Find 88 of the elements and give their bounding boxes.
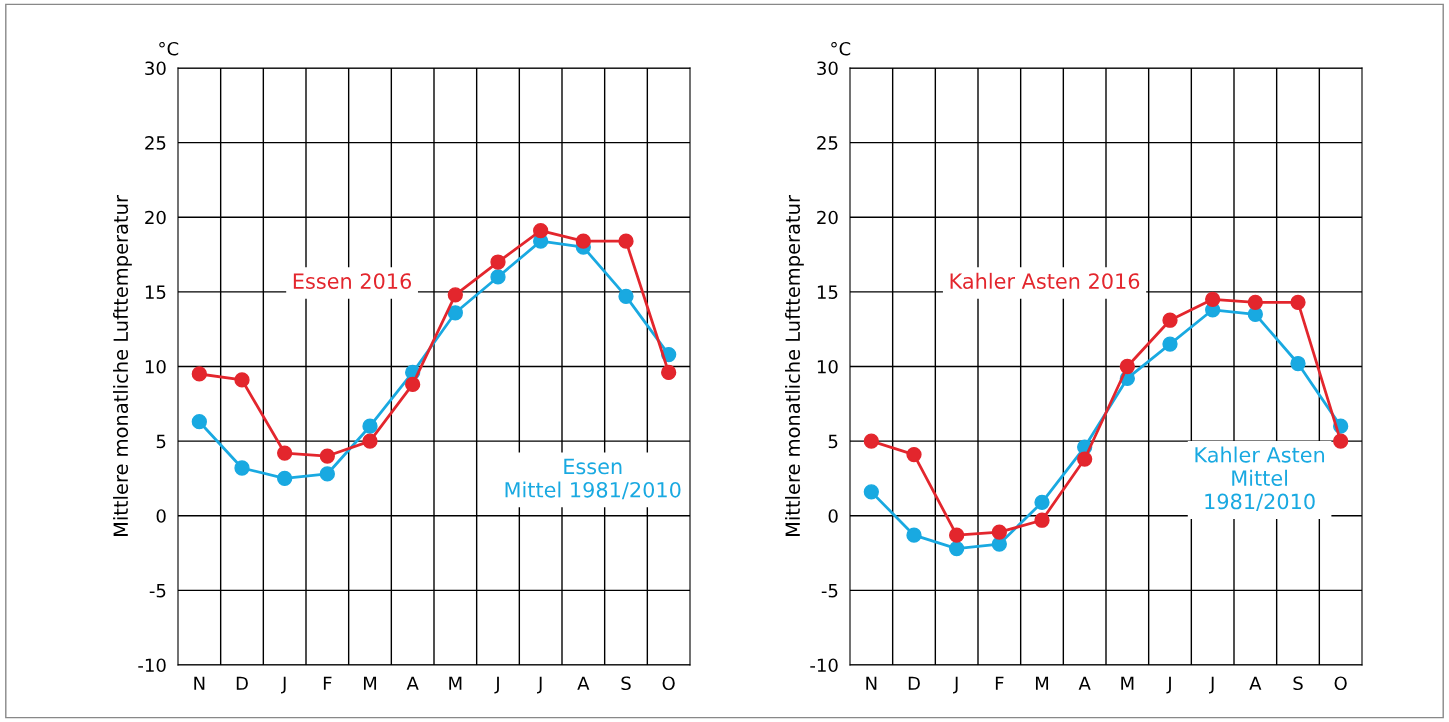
point <box>490 254 506 270</box>
point <box>1119 358 1135 375</box>
y-tick-label: -5 <box>821 584 838 598</box>
x-tick-label: D <box>236 676 248 690</box>
y-tick-label: -5 <box>149 584 166 598</box>
point <box>234 460 250 476</box>
point <box>863 433 879 449</box>
point <box>575 233 591 249</box>
x-tick-label: J <box>281 676 286 694</box>
series-label: Essen 2016 <box>293 273 412 289</box>
y-tick-label: 30 <box>817 61 838 76</box>
x-tick-label: S <box>621 676 631 691</box>
point <box>191 366 207 382</box>
y-tick-label: 25 <box>817 136 838 150</box>
point <box>906 446 922 463</box>
x-tick-label: O <box>1334 676 1347 691</box>
series-label: Kahler Asten Mittel 1981/2010 <box>1195 446 1325 511</box>
x-tick-label: J <box>494 676 499 694</box>
y-tick-label: 5 <box>156 434 166 449</box>
point <box>277 470 293 487</box>
y-tick-label: -10 <box>810 658 838 673</box>
y-tick-label: 0 <box>828 509 838 523</box>
x-tick-label: M <box>1121 676 1134 690</box>
x-tick-label: F <box>323 676 332 690</box>
point <box>191 414 207 430</box>
x-tick-label: S <box>1293 676 1303 691</box>
x-tick-label: J <box>1166 676 1171 694</box>
point <box>661 364 677 381</box>
x-tick-label: M <box>1035 676 1049 690</box>
point <box>1034 512 1050 528</box>
x-tick-label: D <box>908 676 920 690</box>
point <box>618 233 634 249</box>
point <box>863 484 879 500</box>
x-tick-label: M <box>363 676 377 690</box>
point <box>405 376 421 393</box>
point <box>949 527 965 543</box>
y-axis-title: Mittlere monatliche Lufttemperatur <box>785 195 804 536</box>
x-tick-label: M <box>449 676 462 690</box>
x-tick-label: A <box>1249 676 1262 690</box>
x-tick-label: F <box>995 676 1004 690</box>
point <box>1034 494 1050 510</box>
text: °C <box>159 41 179 56</box>
y-tick-label: 15 <box>145 285 166 299</box>
point <box>319 466 335 482</box>
y-tick-label: 30 <box>145 61 166 76</box>
x-tick-label: A <box>406 676 419 690</box>
point <box>1205 291 1221 307</box>
point <box>447 287 463 303</box>
x-tick-label: J <box>537 676 542 694</box>
y-tick-label: 5 <box>828 434 838 449</box>
point <box>1290 294 1306 310</box>
point <box>991 524 1007 540</box>
y-tick-label: 10 <box>145 359 166 374</box>
y-tick-label: -10 <box>138 658 166 673</box>
point <box>533 223 549 239</box>
x-tick-label: A <box>577 676 590 690</box>
point <box>277 445 293 461</box>
point <box>447 305 463 321</box>
point <box>1333 433 1349 449</box>
y-tick-label: 20 <box>145 210 166 225</box>
y-tick-label: 20 <box>817 210 838 225</box>
point <box>618 288 634 304</box>
x-tick-label: N <box>194 676 205 690</box>
x-tick-label: J <box>1209 676 1214 694</box>
y-axis-title: Mittlere monatliche Lufttemperatur <box>113 195 132 536</box>
point <box>1162 312 1178 328</box>
point <box>1290 355 1306 372</box>
point <box>1077 451 1093 467</box>
y-tick-label: 15 <box>817 285 838 299</box>
point <box>319 448 335 464</box>
x-tick-label: O <box>662 676 675 691</box>
text: °C <box>831 41 851 56</box>
series-label: Kahler Asten 2016 <box>950 272 1140 289</box>
point <box>362 418 378 434</box>
text: Essen Mittel 1981/2010 <box>505 458 681 500</box>
y-tick-label: 10 <box>817 359 838 374</box>
point <box>490 269 506 285</box>
x-tick-label: J <box>953 676 958 694</box>
point <box>234 372 250 388</box>
x-tick-label: A <box>1078 676 1091 690</box>
y-tick-label: 0 <box>156 509 166 523</box>
point <box>1162 336 1178 352</box>
point <box>1247 294 1263 310</box>
y-tick-label: 25 <box>145 136 166 150</box>
point <box>906 527 922 543</box>
x-tick-label: N <box>866 676 877 690</box>
point <box>949 540 965 557</box>
point <box>362 433 378 449</box>
